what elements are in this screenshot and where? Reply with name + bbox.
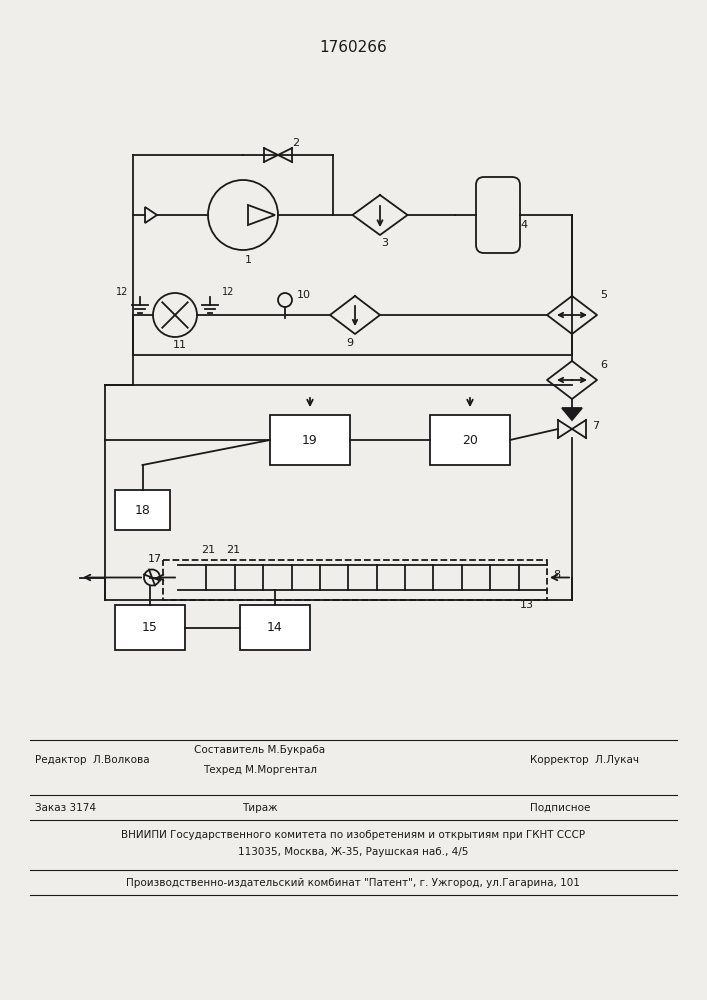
Text: Производственно-издательский комбинат "Патент", г. Ужгород, ул.Гагарина, 101: Производственно-издательский комбинат "П… [126,878,580,888]
Text: 6: 6 [600,360,607,370]
Text: Заказ 3174: Заказ 3174 [35,803,96,813]
Text: 20: 20 [462,434,478,446]
Text: 8: 8 [554,570,561,580]
Text: ВНИИПИ Государственного комитета по изобретениям и открытиям при ГКНТ СССР: ВНИИПИ Государственного комитета по изоб… [121,830,585,840]
Text: 19: 19 [302,434,318,446]
Bar [270,415,350,465]
Bar [115,490,170,530]
Text: 7: 7 [592,421,599,431]
Bar [115,605,185,650]
Text: 15: 15 [142,621,158,634]
Text: 14: 14 [267,621,283,634]
Text: 18: 18 [134,504,151,516]
Text: 17: 17 [148,554,162,564]
Text: 113035, Москва, Ж-35, Раушская наб., 4/5: 113035, Москва, Ж-35, Раушская наб., 4/5 [238,847,468,857]
Text: 10: 10 [297,290,311,300]
Text: Подписное: Подписное [530,803,590,813]
Text: Тираж: Тираж [243,803,278,813]
Text: 21: 21 [226,545,240,555]
Text: 13: 13 [520,600,534,610]
Text: 21: 21 [201,545,215,555]
Text: Редактор  Л.Волкова: Редактор Л.Волкова [35,755,150,765]
Text: 11: 11 [173,340,187,350]
Bar [430,415,510,465]
Text: Составитель М.Букраба: Составитель М.Букраба [194,745,325,755]
Text: 1: 1 [245,255,252,265]
Text: Техред М.Моргентал: Техред М.Моргентал [203,765,317,775]
Text: 3: 3 [382,238,389,248]
Text: 1760266: 1760266 [319,40,387,55]
Text: 4: 4 [520,220,527,230]
Text: 12: 12 [116,287,128,297]
Text: 2: 2 [293,138,300,148]
Text: 9: 9 [346,338,354,348]
Text: Корректор  Л.Лукач: Корректор Л.Лукач [530,755,639,765]
Bar [240,605,310,650]
Text: 5: 5 [600,290,607,300]
Polygon shape [562,408,582,420]
Bar [163,560,547,600]
Text: 12: 12 [222,287,235,297]
